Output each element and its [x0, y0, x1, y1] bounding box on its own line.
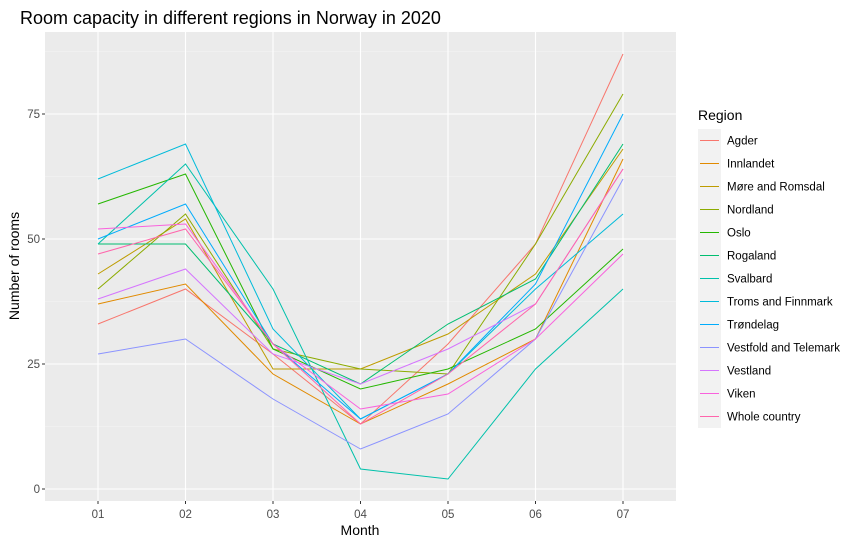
legend-label-innlandet: Innlandet: [727, 159, 775, 171]
x-tick-label: 01: [92, 509, 105, 521]
x-tick-label: 03: [267, 509, 280, 521]
legend-items: Agder Innlandet Møre and Romsdal Nordland Os…: [698, 129, 840, 428]
legend: Region Agder Innlandet Møre and Romsdal Nor…: [698, 107, 840, 428]
y-axis-ticks: 0 25 50 75: [27, 109, 45, 496]
y-axis-title: Number of rooms: [6, 212, 22, 320]
legend-label-whole-country: Whole country: [727, 412, 801, 424]
series-line-svalbard: [97, 163, 624, 480]
legend-label-nordland: Nordland: [727, 205, 774, 217]
series-line-nordland: [97, 93, 624, 375]
legend-title: Region: [698, 107, 742, 123]
x-tick-label: 02: [179, 509, 192, 521]
legend-label-agder: Agder: [727, 136, 758, 148]
x-axis-title: Month: [341, 522, 380, 538]
x-tick-label: 06: [529, 509, 542, 521]
series-line-tr-ndelag: [97, 113, 624, 420]
series-line-oslo: [97, 173, 624, 390]
legend-label-rogaland: Rogaland: [727, 251, 776, 263]
y-tick-label: 0: [34, 484, 40, 496]
series-lines: [97, 53, 624, 480]
legend-label-troms-and-finnmark: Troms and Finnmark: [727, 297, 833, 309]
legend-label-vestland: Vestland: [727, 366, 771, 378]
legend-label-vestfold-and-telemark: Vestfold and Telemark: [727, 343, 840, 355]
series-line-whole-country: [97, 168, 624, 425]
legend-label-tr-ndelag: Trøndelag: [727, 320, 779, 332]
x-axis-ticks: 01 02 03 04 05 06 07: [92, 501, 630, 521]
x-tick-label: 07: [617, 509, 630, 521]
legend-label-m-re-and-romsdal: Møre and Romsdal: [727, 182, 825, 194]
grid-lines: [45, 32, 676, 501]
y-tick-label: 50: [27, 234, 40, 246]
y-tick-label: 75: [27, 109, 40, 121]
legend-label-oslo: Oslo: [727, 228, 751, 240]
y-tick-label: 25: [27, 359, 40, 371]
legend-label-svalbard: Svalbard: [727, 274, 772, 286]
x-tick-label: 05: [442, 509, 455, 521]
legend-label-viken: Viken: [727, 389, 756, 401]
chart-title: Room capacity in different regions in No…: [20, 8, 441, 28]
series-line-viken: [97, 223, 624, 410]
x-tick-label: 04: [354, 509, 367, 521]
